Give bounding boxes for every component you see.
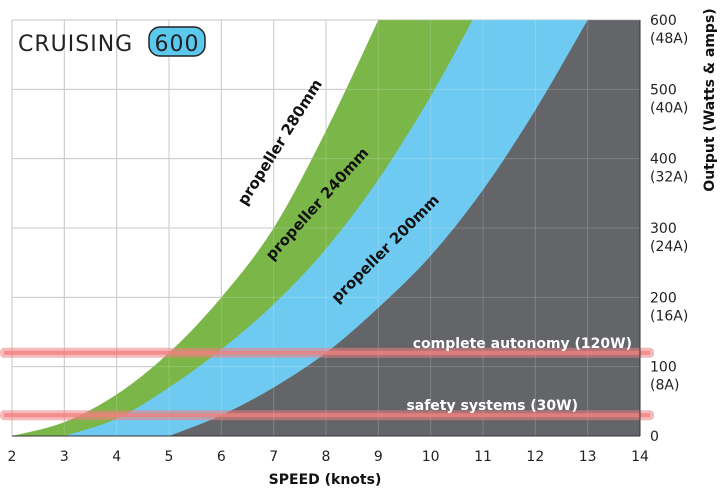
y-tick-amps-label: (40A) [650,100,688,116]
y-tick-amps-label: (24A) [650,239,688,255]
logo-number: 600 [155,32,200,57]
x-tick-label: 11 [474,449,492,465]
logo-text: CRUISING [18,32,133,57]
y-tick-label: 500 [650,82,677,98]
x-tick-label: 13 [579,449,597,465]
reference-line [4,413,650,418]
y-tick-amps-label: (48A) [650,31,688,47]
y-tick-label: 200 [650,290,677,306]
area-layer [12,20,640,436]
x-tick-label: 10 [422,449,440,465]
x-tick-label: 9 [374,449,383,465]
y-tick-label: 300 [650,221,677,237]
reference-lines: complete autonomy (120W) safety systems (… [0,336,654,421]
x-tick-label: 6 [217,449,226,465]
y-tick-amps-label: (16A) [650,308,688,324]
y-tick-label: 0 [650,429,659,445]
y-tick-label: 400 [650,152,677,168]
area-propeller-200mm [169,20,640,436]
reference-label: safety systems (30W) [406,398,578,414]
x-tick-label: 12 [526,449,544,465]
x-axis-title: SPEED (knots) [269,472,382,488]
x-tick-label: 4 [112,449,121,465]
y-axis-title: Output (Watts & amps) [702,8,718,191]
x-tick-label: 8 [322,449,331,465]
y-tick-label: 600 [650,13,677,29]
y-tick-amps-label: (32A) [650,170,688,186]
logo-badge [148,26,206,57]
reference-line [4,350,650,355]
logo: CRUISING 600 [18,26,206,57]
x-tick-label: 7 [269,449,278,465]
x-tick-label: 2 [8,449,17,465]
reference-label: complete autonomy (120W) [413,336,632,352]
axes: 2 3 4 5 6 7 8 9 10 11 12 13 140 100 (8A) 200 (16A) 300 (24… [8,13,689,465]
x-tick-label: 5 [165,449,174,465]
y-tick-label: 100 [650,360,677,376]
x-tick-label: 14 [631,449,649,465]
x-tick-label: 3 [60,449,69,465]
y-tick-amps-label: (8A) [650,378,679,394]
